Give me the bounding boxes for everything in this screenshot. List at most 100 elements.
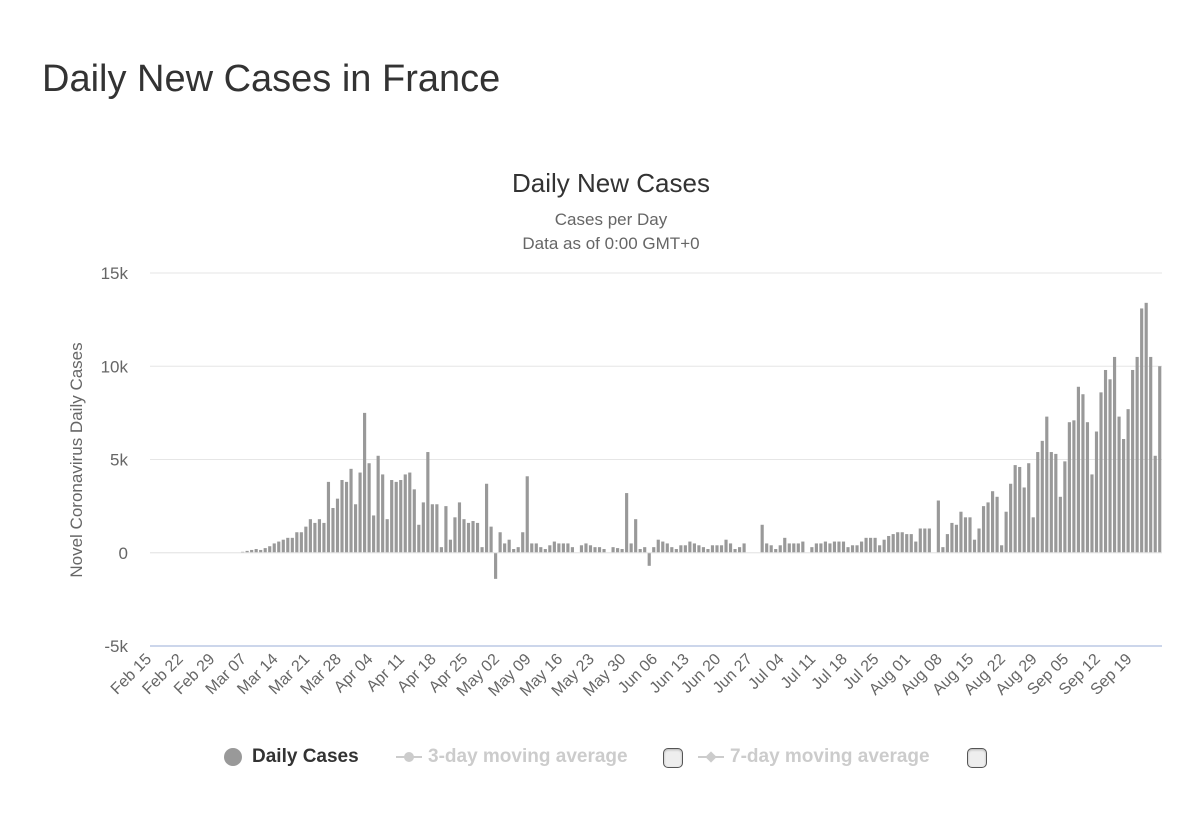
bar[interactable] [769,545,773,553]
bar[interactable] [1018,466,1022,553]
bar[interactable] [995,496,999,553]
bar[interactable] [909,534,913,553]
bar[interactable] [1144,302,1148,553]
bar[interactable] [841,541,846,553]
bar[interactable] [358,472,362,553]
bar[interactable] [936,500,940,553]
bar[interactable] [625,493,629,553]
bar[interactable] [1112,356,1117,553]
bar[interactable] [977,528,981,553]
bar[interactable] [584,543,588,553]
bar[interactable] [521,532,525,553]
bar[interactable] [335,498,340,553]
bar[interactable] [1135,356,1139,553]
bar[interactable] [485,483,489,553]
bar[interactable] [399,480,403,553]
bar[interactable] [1058,496,1062,553]
bar[interactable] [1045,416,1049,553]
bar[interactable] [629,543,633,553]
bar[interactable] [367,463,371,553]
bar[interactable] [539,547,543,553]
bar[interactable] [683,545,687,553]
bar[interactable] [602,549,606,553]
bar[interactable] [557,543,561,553]
bar[interactable] [507,539,511,553]
bar[interactable] [634,519,638,553]
bar[interactable] [647,552,651,566]
bar[interactable] [1054,453,1058,553]
bar[interactable] [728,543,733,553]
bar[interactable] [480,547,484,553]
bar[interactable] [796,543,800,553]
bar[interactable] [1140,308,1144,553]
bar[interactable] [792,543,796,553]
bar[interactable] [1108,379,1112,553]
bar[interactable] [1036,452,1040,553]
bar[interactable] [304,526,308,553]
bar[interactable] [340,480,344,553]
bar[interactable] [701,547,706,553]
bar[interactable] [494,552,498,579]
legend-item-3-day-average[interactable]: 3-day moving average [396,740,628,774]
bar[interactable] [896,532,900,553]
bar[interactable] [986,502,990,553]
bar[interactable] [259,549,263,553]
bar[interactable] [1103,369,1108,553]
bar[interactable] [823,541,827,553]
bar[interactable] [787,543,791,553]
legend-item-7-day-average[interactable]: 7-day moving average [698,740,930,774]
bar[interactable] [927,528,931,553]
bar[interactable] [272,543,276,553]
bar[interactable] [692,543,696,553]
bar[interactable] [1004,511,1008,553]
bar[interactable] [444,506,448,553]
bar[interactable] [1149,356,1153,553]
bar[interactable] [349,468,353,553]
bar[interactable] [1099,392,1103,553]
bar[interactable] [674,549,678,553]
bar[interactable] [561,543,565,553]
bar[interactable] [363,412,367,553]
bar[interactable] [670,547,674,553]
bar[interactable] [923,528,927,553]
bar[interactable] [968,517,972,553]
bar[interactable] [263,548,267,553]
bar[interactable] [679,545,683,553]
bar[interactable] [963,517,968,553]
bar[interactable] [597,547,602,553]
bar[interactable] [869,537,873,553]
bar[interactable] [394,481,398,553]
bar[interactable] [498,532,502,553]
toggle-3-day-average-checkbox[interactable] [663,748,683,768]
bar[interactable] [656,539,660,553]
bar[interactable] [503,543,507,553]
bar[interactable] [1000,545,1004,553]
bar[interactable] [1031,517,1035,553]
bar[interactable] [552,541,556,553]
bar[interactable] [1117,416,1121,553]
bar[interactable] [317,519,321,553]
bar[interactable] [548,545,552,553]
toggle-7-day-average-checkbox[interactable] [967,748,987,768]
bar[interactable] [688,541,692,553]
bar[interactable] [376,455,380,553]
bar[interactable] [313,522,317,553]
bar[interactable] [1153,455,1157,553]
bar[interactable] [765,543,769,553]
bar[interactable] [661,541,665,553]
bar[interactable] [534,543,538,553]
bar[interactable] [778,545,782,553]
bar[interactable] [900,532,904,553]
bar[interactable] [991,491,995,553]
bar[interactable] [611,547,615,553]
bar[interactable] [412,489,416,553]
bar[interactable] [1027,463,1031,553]
bar[interactable] [471,521,475,553]
bar[interactable] [859,541,864,553]
bar[interactable] [697,545,701,553]
bar[interactable] [331,507,335,553]
bar[interactable] [914,541,918,553]
bar[interactable] [426,452,430,553]
bar[interactable] [448,539,453,553]
bar[interactable] [643,547,647,553]
